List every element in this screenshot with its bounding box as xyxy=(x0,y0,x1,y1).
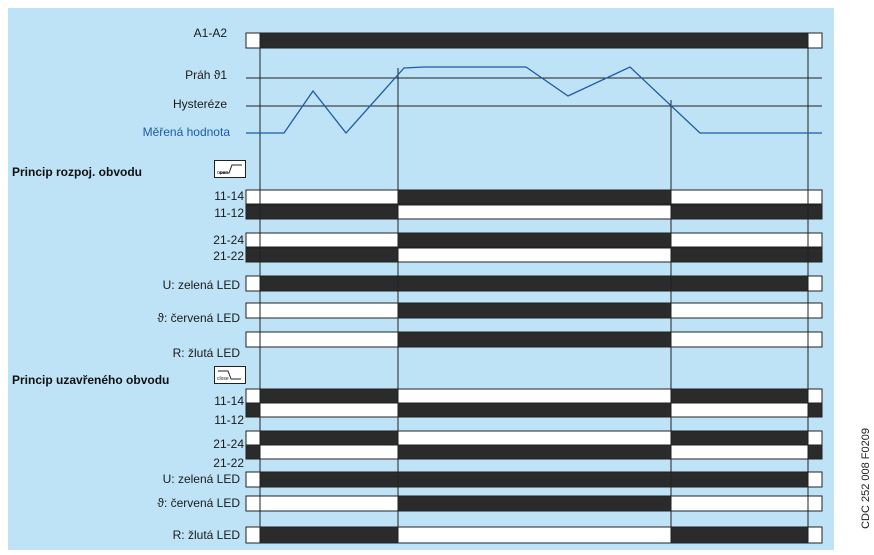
a1a2-bar-seg-1 xyxy=(259,32,809,49)
s2-21-24-bar-seg-1 xyxy=(259,430,399,446)
s2-red-led-bar-seg-2 xyxy=(670,495,823,512)
s1-green-led-bar-seg-2 xyxy=(807,275,823,292)
label-s2-yellow-led: R: žlutá LED xyxy=(172,528,240,542)
label-s1-11-14: 11-14 xyxy=(214,189,244,203)
s1-11-12-bar-seg-0 xyxy=(245,204,399,220)
s1-red-led-bar-seg-0 xyxy=(245,302,399,319)
s2-11-14-bar-seg-0 xyxy=(245,388,261,404)
s1-11-14-bar-seg-1 xyxy=(397,189,672,205)
label-measured-value: Měřená hodnota xyxy=(142,125,230,139)
s1-21-22-bar-seg-2 xyxy=(670,247,823,263)
s2-yellow-led-bar-seg-4 xyxy=(807,526,823,544)
s1-red-led-bar-seg-2 xyxy=(670,302,823,319)
s2-red-led-bar-seg-0 xyxy=(245,495,399,512)
s2-green-led-bar-seg-1 xyxy=(259,471,809,488)
s2-21-24-bar-seg-2 xyxy=(397,430,672,446)
open-circuit-icon: open xyxy=(214,160,246,178)
label-s1-21-24: 21-24 xyxy=(213,233,244,247)
s2-green-led-bar-seg-0 xyxy=(245,471,261,488)
s1-21-24-bar-seg-0 xyxy=(245,232,399,248)
label-s2-11-14: 11-14 xyxy=(214,394,244,408)
s1-green-led-bar-seg-1 xyxy=(259,275,809,292)
closed-circuit-icon: close xyxy=(214,366,246,384)
label-s2-21-24: 21-24 xyxy=(213,437,244,451)
label-threshold: Práh ϑ1 xyxy=(185,68,227,82)
s2-11-14-bar-seg-4 xyxy=(807,388,823,404)
label-s2-green-led: U: zelená LED xyxy=(162,472,240,486)
label-s1-green-led: U: zelená LED xyxy=(162,278,240,292)
s1-red-led-bar-seg-1 xyxy=(397,302,672,319)
section-closed-circuit-title: Princip uzavřeného obvodu xyxy=(12,373,170,387)
s2-11-14-bar-seg-2 xyxy=(397,388,672,404)
s2-yellow-led-bar-seg-1 xyxy=(259,526,399,544)
s1-yellow-led-bar-seg-0 xyxy=(245,331,399,348)
label-s1-red-led: ϑ: červená LED xyxy=(157,311,240,325)
s1-21-24-bar-seg-2 xyxy=(670,232,823,248)
s2-21-24-bar-seg-3 xyxy=(670,430,809,446)
s2-11-12-bar-seg-4 xyxy=(807,402,823,418)
s2-11-14-bar-seg-1 xyxy=(259,388,399,404)
s2-21-22-bar-seg-1 xyxy=(259,444,399,460)
label-s2-red-led: ϑ: červená LED xyxy=(157,496,240,510)
s1-green-led-bar-seg-0 xyxy=(245,275,261,292)
s2-11-14-bar-seg-3 xyxy=(670,388,809,404)
s2-red-led-bar-seg-1 xyxy=(397,495,672,512)
s2-21-22-bar-seg-3 xyxy=(670,444,809,460)
s2-21-22-bar-seg-0 xyxy=(245,444,261,460)
label-a1a2: A1-A2 xyxy=(193,26,227,40)
s2-yellow-led-bar-seg-2 xyxy=(397,526,672,544)
s2-yellow-led-bar-seg-3 xyxy=(670,526,809,544)
s2-11-12-bar-seg-2 xyxy=(397,402,672,418)
s1-11-14-bar-seg-0 xyxy=(245,189,399,205)
label-s2-21-22: 21-22 xyxy=(213,456,244,470)
a1a2-bar-seg-2 xyxy=(807,32,823,49)
s1-21-22-bar-seg-0 xyxy=(245,247,399,263)
s1-yellow-led-bar-seg-2 xyxy=(670,331,823,348)
s1-11-12-bar-seg-1 xyxy=(397,204,672,220)
s2-11-12-bar-seg-0 xyxy=(245,402,261,418)
label-s1-yellow-led: R: žlutá LED xyxy=(172,346,240,360)
s1-21-22-bar-seg-1 xyxy=(397,247,672,263)
label-s2-11-12: 11-12 xyxy=(214,413,244,427)
s1-11-12-bar-seg-2 xyxy=(670,204,823,220)
s2-21-24-bar-seg-4 xyxy=(807,430,823,446)
s2-11-12-bar-seg-3 xyxy=(670,402,809,418)
figure-code: CDC 252 008 F0209 xyxy=(860,428,872,529)
a1a2-bar-seg-0 xyxy=(245,32,261,49)
section-open-circuit-title: Princip rozpoj. obvodu xyxy=(12,165,142,179)
s2-21-24-bar-seg-0 xyxy=(245,430,261,446)
label-hysteresis: Hysteréze xyxy=(172,97,227,111)
s2-21-22-bar-seg-2 xyxy=(397,444,672,460)
measured-value-curve xyxy=(246,66,822,135)
label-s1-11-12: 11-12 xyxy=(214,206,244,220)
s2-yellow-led-bar-seg-0 xyxy=(245,526,261,544)
s1-11-14-bar-seg-2 xyxy=(670,189,823,205)
s2-21-22-bar-seg-4 xyxy=(807,444,823,460)
s2-11-12-bar-seg-1 xyxy=(259,402,399,418)
s2-green-led-bar-seg-2 xyxy=(807,471,823,488)
s1-yellow-led-bar-seg-1 xyxy=(397,331,672,348)
s1-21-24-bar-seg-1 xyxy=(397,232,672,248)
label-s1-21-22: 21-22 xyxy=(213,249,244,263)
